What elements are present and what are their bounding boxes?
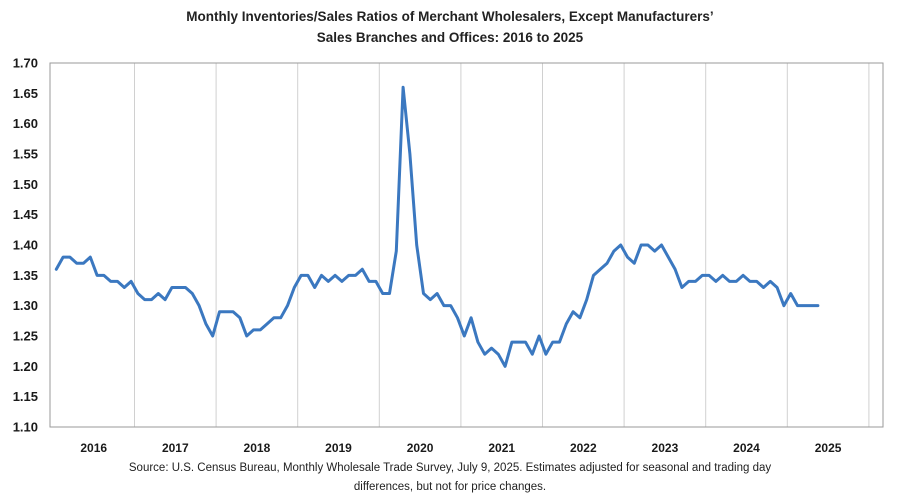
x-tick-label: 2021 bbox=[488, 441, 515, 455]
x-tick-label: 2024 bbox=[733, 441, 760, 455]
y-tick-label: 1.40 bbox=[13, 238, 38, 253]
series-line-inventories-sales-ratio bbox=[54, 85, 820, 368]
chart-title: Monthly Inventories/Sales Ratios of Merc… bbox=[0, 6, 900, 48]
y-tick-label: 1.50 bbox=[13, 177, 38, 192]
y-axis: 1.70 1.65 1.60 1.55 1.50 1.45 1.40 1.35 1.30 1.25… bbox=[13, 56, 38, 435]
x-tick-label: 2023 bbox=[652, 441, 679, 455]
source-note: Source: U.S. Census Bureau, Monthly Whol… bbox=[0, 459, 900, 497]
x-tick-label: 2017 bbox=[162, 441, 189, 455]
source-note-line-2: differences, but not for price changes. bbox=[353, 481, 547, 493]
y-tick-label: 1.10 bbox=[13, 420, 38, 435]
x-tick-label: 2018 bbox=[244, 441, 271, 455]
chart-title-line-1: Monthly Inventories/Sales Ratios of Merc… bbox=[186, 9, 714, 24]
y-tick-label: 1.65 bbox=[13, 86, 38, 101]
y-tick-label: 1.45 bbox=[13, 207, 38, 222]
grid-lines bbox=[134, 63, 870, 427]
x-tick-label: 2016 bbox=[80, 441, 107, 455]
x-axis: 2016 2017 2018 2019 2020 2021 2022 2023 2024 2025 bbox=[80, 441, 841, 455]
x-tick-label: 2019 bbox=[325, 441, 352, 455]
y-tick-label: 1.70 bbox=[13, 56, 38, 71]
y-tick-label: 1.35 bbox=[13, 268, 38, 283]
y-tick-label: 1.15 bbox=[13, 389, 38, 404]
source-note-line-1: Source: U.S. Census Bureau, Monthly Whol… bbox=[128, 462, 772, 474]
x-tick-label: 2025 bbox=[815, 441, 842, 455]
y-tick-label: 1.60 bbox=[13, 116, 38, 131]
x-tick-label: 2022 bbox=[570, 441, 597, 455]
y-tick-label: 1.25 bbox=[13, 329, 38, 344]
y-tick-label: 1.20 bbox=[13, 359, 38, 374]
y-tick-label: 1.30 bbox=[13, 298, 38, 313]
x-tick-label: 2020 bbox=[407, 441, 434, 455]
plot-area-frame bbox=[49, 62, 884, 428]
chart-title-line-2: Sales Branches and Offices: 2016 to 2025 bbox=[316, 30, 584, 45]
y-tick-label: 1.55 bbox=[13, 147, 38, 162]
